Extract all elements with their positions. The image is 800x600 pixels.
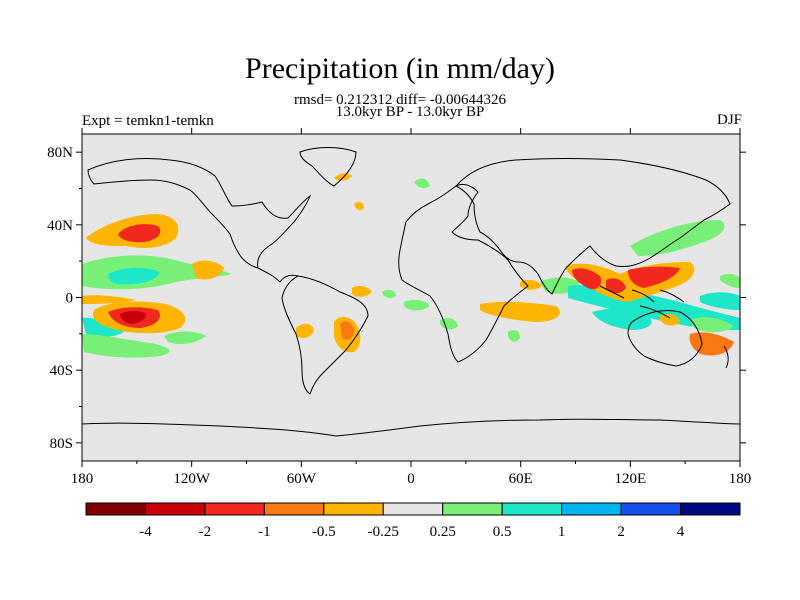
colorbar-label: -4 <box>139 524 152 540</box>
atlantic-orange-1 <box>296 323 314 338</box>
australia-coast <box>627 309 703 367</box>
west-pacific-green <box>630 220 725 256</box>
longitude-axis: 180 120W 60W 0 60E 120E 180 <box>71 128 752 487</box>
south-pacific-darkred <box>120 311 146 324</box>
season-label: DJF <box>716 112 742 128</box>
east-pacific-orange-patch-1 <box>192 260 224 280</box>
lat-tick-label: 0 <box>66 291 74 307</box>
atlantic-orange-2 <box>352 285 372 297</box>
south-pacific-cyan <box>82 317 124 337</box>
colorbar: -4 -2 -1 -0.5 -0.25 0.25 0.5 1 2 4 <box>85 502 741 540</box>
north-atlantic-orange <box>354 201 364 211</box>
africa-green-2 <box>440 318 458 330</box>
lon-tick-label: 60E <box>509 471 533 487</box>
colorbar-swatch <box>323 502 384 516</box>
greenland-coast <box>299 147 357 187</box>
maritime-red-3 <box>606 278 626 294</box>
colorbar-swatch <box>263 502 325 516</box>
colorbar-swatch <box>680 502 741 516</box>
plot-title: Precipitation (in mm/day) <box>245 52 555 85</box>
central-america-coast <box>257 267 299 283</box>
madagascar-green <box>508 330 520 342</box>
south-pacific-green <box>82 334 170 358</box>
north-america-coast <box>87 158 312 269</box>
colorbar-swatch <box>561 502 622 516</box>
lon-tick-label: 60W <box>287 471 317 487</box>
dateline-green <box>720 273 740 288</box>
europe-africa-coast <box>398 183 529 363</box>
east-pacific-cyan-band <box>108 267 160 285</box>
lat-tick-label: 80N <box>47 145 73 161</box>
anomaly-layer <box>82 173 740 358</box>
colorbar-label: 0.25 <box>430 524 456 540</box>
colorbar-swatch <box>442 502 503 516</box>
colorbar-label: 2 <box>617 524 625 540</box>
colorbar-swatch <box>501 502 563 516</box>
colorbar-label: -0.5 <box>312 524 336 540</box>
atlantic-green-1 <box>382 289 396 299</box>
lon-tick-label: 0 <box>407 471 415 487</box>
colorbar-swatch <box>382 502 444 516</box>
lon-tick-label: 120E <box>614 471 646 487</box>
brazil-red <box>340 321 354 340</box>
lon-tick-label: 180 <box>729 471 752 487</box>
colorbar-swatch <box>85 502 146 516</box>
africa-indian-orange <box>480 301 560 322</box>
colorbar-label: 0.5 <box>493 524 512 540</box>
colorbar-label: 1 <box>558 524 566 540</box>
south-america-coast <box>281 275 369 395</box>
colorbar-swatch <box>204 502 265 516</box>
lat-tick-label: 40S <box>50 363 73 379</box>
new-zealand-coast <box>723 345 729 369</box>
colorbar-swatch <box>144 502 206 516</box>
lat-tick-label: 40N <box>47 218 73 234</box>
latitude-axis: 80N 40N 0 40S 80S <box>47 145 746 452</box>
lat-tick-label: 80S <box>50 436 73 452</box>
scandinavia-green <box>414 178 430 189</box>
tasman-green <box>690 317 734 333</box>
colorbar-label: -2 <box>199 524 212 540</box>
australia-orange-2 <box>660 314 680 326</box>
colorbar-label: 4 <box>677 524 685 540</box>
colorbar-label: -1 <box>258 524 271 540</box>
central-pacific-red-north <box>118 224 161 243</box>
dateline-cyan <box>700 292 740 310</box>
africa-green <box>404 299 430 311</box>
colorbar-label: -0.25 <box>368 524 399 540</box>
maritime-islands-coast <box>599 285 685 319</box>
stats-line: rmsd= 0.212312 diff= -0.00644326 <box>293 92 507 108</box>
maritime-red-2 <box>628 266 680 288</box>
coastlines <box>82 147 740 437</box>
experiment-label: Expt = temkn1-temkn <box>82 113 214 129</box>
lon-tick-label: 180 <box>71 471 94 487</box>
australia-cyan <box>592 308 652 330</box>
lon-tick-label: 120W <box>173 471 211 487</box>
east-pacific-orange-patch-2 <box>82 295 136 304</box>
antarctica-coast <box>82 418 740 437</box>
period-line: 13.0kyr BP - 13.0kyr BP <box>335 104 485 120</box>
maritime-red <box>572 268 602 290</box>
colorbar-swatch <box>620 502 682 516</box>
eurasia-coast <box>455 158 731 295</box>
south-pacific-green-2 <box>164 331 206 344</box>
